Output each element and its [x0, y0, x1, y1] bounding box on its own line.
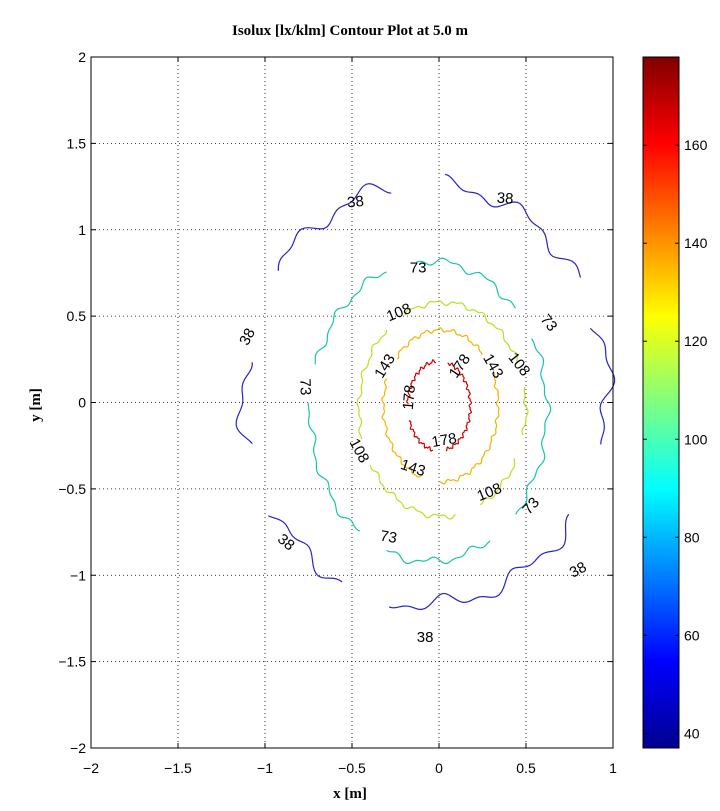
colorbar-tick-label: 140	[684, 235, 708, 251]
contour-label: 178	[430, 430, 458, 451]
y-tick-label: −0.5	[58, 481, 86, 497]
colorbar	[642, 56, 680, 749]
contour-line-178	[406, 359, 473, 452]
x-axis-label: x [m]	[333, 786, 367, 802]
y-tick-label: 1.5	[67, 135, 87, 151]
y-axis-label: y [m]	[28, 388, 44, 422]
x-tick-label: −2	[83, 760, 99, 776]
x-tick-label: −1	[257, 760, 273, 776]
contour-label: 38	[346, 193, 364, 212]
colorbar-tick-label: 80	[684, 529, 700, 545]
x-tick-label: 0	[435, 760, 443, 776]
contour-label: 178	[400, 384, 419, 410]
colorbar-tick-label: 100	[684, 431, 708, 447]
contour-label: 38	[496, 190, 514, 208]
contour-line-38	[235, 173, 616, 610]
contour-label: 143	[398, 456, 427, 480]
contour-label: 38	[417, 629, 434, 646]
contour-line-108	[356, 300, 529, 520]
colorbar-tick-label: 120	[684, 333, 708, 349]
colorbar-tick-label: 60	[684, 627, 700, 643]
contour-label: 73	[410, 259, 427, 276]
colorbar-tick-label: 40	[684, 725, 700, 741]
y-tick-label: −1	[70, 567, 86, 583]
contour-label: 73	[296, 378, 314, 395]
contour-label: 38	[567, 559, 590, 582]
y-tick-label: 0.5	[67, 308, 87, 324]
y-tick-label: −1.5	[58, 654, 86, 670]
x-tick-label: −0.5	[338, 760, 366, 776]
y-tick-label: 2	[78, 49, 86, 65]
contour-label: 73	[537, 311, 561, 335]
contour-label: 73	[379, 527, 398, 547]
colorbar-tick-label: 160	[684, 137, 708, 153]
contour-line-73	[307, 257, 552, 565]
contour-line-143	[381, 327, 500, 485]
x-tick-label: 1	[609, 760, 617, 776]
y-tick-label: 1	[78, 222, 86, 238]
x-tick-label: 0.5	[516, 760, 536, 776]
y-tick-label: 0	[78, 395, 86, 411]
y-tick-label: −2	[70, 740, 86, 756]
x-tick-label: −1.5	[164, 760, 192, 776]
chart-title: Isolux [lx/klm] Contour Plot at 5.0 m	[232, 23, 468, 39]
contour-label: 38	[236, 326, 259, 349]
